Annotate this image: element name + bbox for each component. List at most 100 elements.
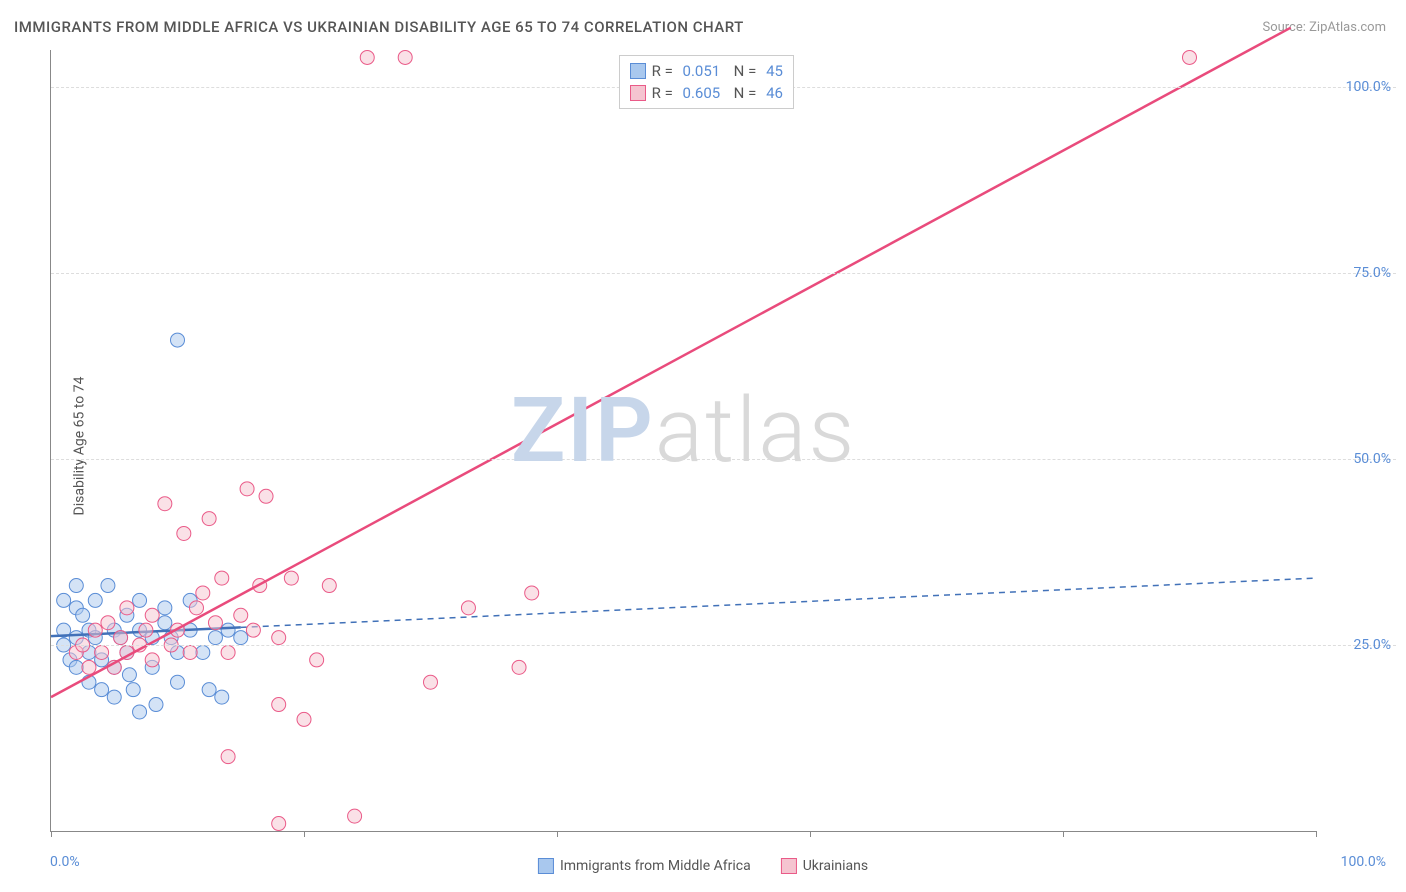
data-point <box>322 579 336 593</box>
gridline-horizontal <box>51 273 1396 274</box>
data-point <box>69 579 83 593</box>
data-point <box>246 623 260 637</box>
data-point <box>95 683 109 697</box>
chart-title: IMMIGRANTS FROM MIDDLE AFRICA VS UKRAINI… <box>14 18 744 36</box>
data-point <box>145 608 159 622</box>
data-point <box>158 616 172 630</box>
trend-line-dashed <box>241 578 1316 627</box>
data-point <box>512 660 526 674</box>
n-label: N = <box>726 84 760 102</box>
data-point <box>202 512 216 526</box>
y-tick-label: 75.0% <box>1353 265 1391 281</box>
data-point <box>120 601 134 615</box>
data-point <box>114 631 128 645</box>
data-point <box>171 333 185 347</box>
trend-line <box>51 28 1291 697</box>
legend-item: Ukrainians <box>781 858 868 874</box>
data-point <box>158 497 172 511</box>
series-legend: Immigrants from Middle Africa Ukrainians <box>538 858 868 874</box>
data-point <box>234 631 248 645</box>
r-label: R = <box>652 84 677 102</box>
data-point <box>208 631 222 645</box>
data-point <box>240 482 254 496</box>
data-point <box>183 645 197 659</box>
legend-item: Immigrants from Middle Africa <box>538 858 751 874</box>
gridline-horizontal <box>51 645 1396 646</box>
data-point <box>259 489 273 503</box>
x-tick <box>810 831 811 837</box>
y-tick-label: 50.0% <box>1353 451 1391 467</box>
data-point <box>76 608 90 622</box>
r-label: R = <box>652 62 677 80</box>
data-point <box>221 645 235 659</box>
data-point <box>57 593 71 607</box>
x-tick <box>1063 831 1064 837</box>
data-point <box>525 586 539 600</box>
data-point <box>69 660 83 674</box>
x-axis-max-label: 100.0% <box>1341 854 1386 870</box>
data-point <box>215 690 229 704</box>
data-point <box>149 698 163 712</box>
chart-plot-area: ZIPatlas 25.0%50.0%75.0%100.0% <box>50 50 1316 832</box>
legend-swatch <box>538 858 554 874</box>
data-point <box>126 683 140 697</box>
y-tick-label: 25.0% <box>1353 637 1391 653</box>
data-point <box>272 631 286 645</box>
x-axis-min-label: 0.0% <box>50 854 80 870</box>
x-tick <box>51 831 52 837</box>
data-point <box>196 586 210 600</box>
data-point <box>461 601 475 615</box>
data-point <box>101 616 115 630</box>
legend-swatch <box>630 85 646 101</box>
r-value: 0.051 <box>683 62 721 80</box>
data-point <box>208 616 222 630</box>
data-point <box>1183 50 1197 64</box>
data-point <box>221 750 235 764</box>
data-point <box>171 675 185 689</box>
data-point <box>398 50 412 64</box>
data-point <box>310 653 324 667</box>
data-point <box>202 683 216 697</box>
data-point <box>297 712 311 726</box>
data-point <box>360 50 374 64</box>
data-point <box>272 817 286 831</box>
legend-swatch <box>630 63 646 79</box>
data-point <box>272 698 286 712</box>
data-point <box>122 668 136 682</box>
data-point <box>189 601 203 615</box>
data-point <box>107 690 121 704</box>
data-point <box>284 571 298 585</box>
data-point <box>139 623 153 637</box>
data-point <box>145 653 159 667</box>
data-point <box>215 571 229 585</box>
data-point <box>348 809 362 823</box>
data-point <box>177 526 191 540</box>
legend-label: Immigrants from Middle Africa <box>560 858 751 874</box>
data-point <box>82 660 96 674</box>
correlation-legend-row: R = 0.605 N = 46 <box>630 82 783 104</box>
data-point <box>95 645 109 659</box>
n-label: N = <box>726 62 760 80</box>
data-point <box>88 623 102 637</box>
legend-label: Ukrainians <box>803 858 868 874</box>
gridline-horizontal <box>51 459 1396 460</box>
data-point <box>88 593 102 607</box>
r-value: 0.605 <box>683 84 721 102</box>
data-point <box>196 645 210 659</box>
correlation-legend: R = 0.051 N = 45R = 0.605 N = 46 <box>619 55 794 109</box>
data-point <box>234 608 248 622</box>
x-tick <box>304 831 305 837</box>
data-point <box>424 675 438 689</box>
legend-swatch <box>781 858 797 874</box>
data-point <box>133 705 147 719</box>
scatter-svg <box>51 50 1316 831</box>
n-value: 45 <box>766 62 783 80</box>
data-point <box>101 579 115 593</box>
x-tick <box>1316 831 1317 837</box>
x-tick <box>557 831 558 837</box>
n-value: 46 <box>766 84 783 102</box>
y-tick-label: 100.0% <box>1346 79 1391 95</box>
data-point <box>133 593 147 607</box>
correlation-legend-row: R = 0.051 N = 45 <box>630 60 783 82</box>
data-point <box>221 623 235 637</box>
